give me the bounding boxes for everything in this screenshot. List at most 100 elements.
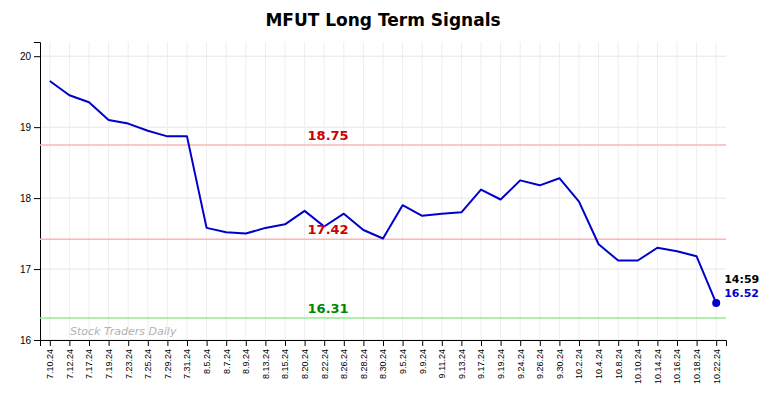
tick-label: 10.18.24 bbox=[692, 349, 702, 384]
tick-mark bbox=[520, 340, 521, 346]
tick-mark bbox=[657, 340, 658, 346]
tick-label: 16 bbox=[20, 335, 32, 346]
tick-label: 9.11.24 bbox=[437, 349, 447, 378]
tick-label: 10.8.24 bbox=[614, 349, 624, 379]
last-label-time: 14:59 bbox=[724, 273, 759, 286]
tick-label: 18 bbox=[20, 193, 32, 204]
tick-label: 9.9.24 bbox=[418, 349, 428, 374]
tick-mark bbox=[69, 340, 70, 346]
tick: 10.14.24 bbox=[653, 340, 663, 384]
tick-label: 8.20.24 bbox=[300, 349, 310, 379]
grid-line bbox=[716, 42, 717, 340]
tick-mark bbox=[638, 340, 639, 346]
tick-mark bbox=[109, 340, 110, 346]
tick-mark bbox=[34, 127, 40, 128]
tick: 7.12.24 bbox=[65, 340, 75, 379]
grid-line bbox=[559, 42, 560, 340]
grid-line bbox=[206, 42, 207, 340]
tick-label: 9.24.24 bbox=[516, 349, 526, 379]
tick: 7.31.24 bbox=[182, 340, 192, 379]
grid-line bbox=[579, 42, 580, 340]
tick: 10.16.24 bbox=[672, 340, 682, 384]
tick: 7.29.24 bbox=[163, 340, 173, 379]
grid-line bbox=[637, 42, 638, 340]
grid-line bbox=[500, 42, 501, 340]
tick-label: 9.13.24 bbox=[457, 349, 467, 379]
grid-line bbox=[245, 42, 246, 340]
tick-mark bbox=[363, 340, 364, 346]
tick-label: 9.17.24 bbox=[476, 349, 486, 379]
tick-mark bbox=[34, 269, 40, 270]
grid-line bbox=[657, 42, 658, 340]
grid-line bbox=[343, 42, 344, 340]
reference-label: 17.42 bbox=[308, 222, 349, 237]
tick-mark bbox=[207, 340, 208, 346]
tick: 9.11.24 bbox=[437, 340, 447, 378]
grid-line bbox=[520, 42, 521, 340]
grid-line bbox=[187, 42, 188, 340]
axis-domain bbox=[41, 341, 727, 347]
tick-mark bbox=[599, 340, 600, 346]
tick-label: 8.26.24 bbox=[339, 349, 349, 379]
tick-label: 8.5.24 bbox=[202, 349, 212, 374]
grid-line bbox=[167, 42, 168, 340]
grid-line bbox=[226, 42, 227, 340]
tick-mark bbox=[716, 340, 717, 346]
grid-line bbox=[89, 42, 90, 340]
tick-mark bbox=[187, 340, 188, 346]
reference-label: 16.31 bbox=[308, 301, 349, 316]
tick: 7.17.24 bbox=[84, 340, 94, 379]
tick: 8.20.24 bbox=[300, 340, 310, 379]
grid-line bbox=[363, 42, 364, 340]
grid-line bbox=[441, 42, 442, 340]
reference-line bbox=[40, 144, 726, 146]
tick-mark bbox=[89, 340, 90, 346]
tick-label: 10.16.24 bbox=[672, 349, 682, 384]
tick-mark bbox=[697, 340, 698, 346]
grid-line bbox=[304, 42, 305, 340]
title: MFUT Long Term Signals bbox=[265, 10, 500, 30]
tick-label: 10.2.24 bbox=[574, 349, 584, 379]
tick-label: 7.25.24 bbox=[143, 349, 153, 379]
last-point bbox=[712, 299, 720, 307]
tick: 9.5.24 bbox=[398, 340, 408, 374]
tick: 10.8.24 bbox=[614, 340, 624, 379]
tick-label: 8.13.24 bbox=[261, 349, 271, 379]
tick-label: 20 bbox=[20, 51, 32, 62]
tick-label: 10.14.24 bbox=[653, 349, 663, 384]
tick-label: 7.17.24 bbox=[84, 349, 94, 379]
tick: 9.30.24 bbox=[555, 340, 565, 379]
tick-mark bbox=[403, 340, 404, 346]
tick-mark bbox=[618, 340, 619, 346]
tick: 7.25.24 bbox=[143, 340, 153, 379]
tick: 8.7.24 bbox=[222, 340, 232, 374]
tick: 9.9.24 bbox=[418, 340, 428, 374]
plot: 16171819207.10.247.12.247.17.247.19.247.… bbox=[20, 42, 759, 384]
tick: 7.19.24 bbox=[104, 340, 114, 379]
tick: 9.19.24 bbox=[496, 340, 506, 379]
grid-line bbox=[422, 42, 423, 340]
tick-label: 8.30.24 bbox=[378, 349, 388, 379]
grid-line bbox=[128, 42, 129, 340]
tick: 8.22.24 bbox=[320, 340, 330, 379]
tick: 16 bbox=[20, 335, 40, 346]
tick: 9.17.24 bbox=[476, 340, 486, 379]
tick-label: 7.19.24 bbox=[104, 349, 114, 379]
tick-mark bbox=[383, 340, 384, 346]
tick-mark bbox=[324, 340, 325, 346]
tick-mark bbox=[559, 340, 560, 346]
tick-mark bbox=[226, 340, 227, 346]
tick-label: 9.19.24 bbox=[496, 349, 506, 379]
tick-label: 8.9.24 bbox=[241, 349, 251, 374]
tick-label: 7.31.24 bbox=[182, 349, 192, 379]
tick: 10.4.24 bbox=[594, 340, 604, 379]
tick: 8.5.24 bbox=[202, 340, 212, 374]
tick-mark bbox=[34, 56, 40, 57]
tick: 10.18.24 bbox=[692, 340, 702, 384]
grid-line bbox=[108, 42, 109, 340]
tick-mark bbox=[285, 340, 286, 346]
tick-mark bbox=[677, 340, 678, 346]
tick: 8.9.24 bbox=[241, 340, 251, 374]
grid-line bbox=[383, 42, 384, 340]
grid-line bbox=[324, 42, 325, 340]
